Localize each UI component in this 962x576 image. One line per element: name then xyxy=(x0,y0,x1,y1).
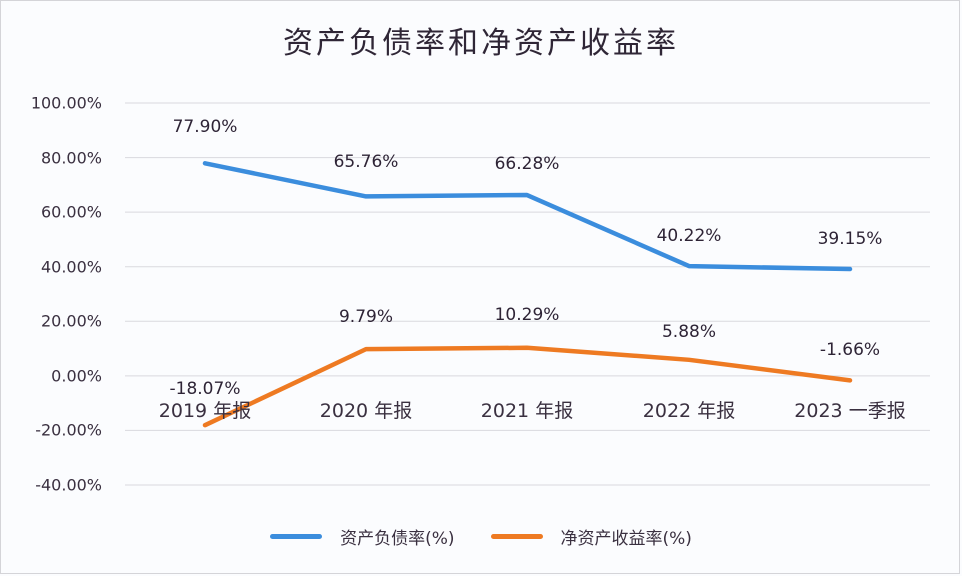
y-tick-label: -40.00% xyxy=(35,475,102,495)
series-line-roe xyxy=(202,345,853,428)
legend-item-roe[interactable]: 净资产收益率(%) xyxy=(490,524,692,549)
y-tick-label: 100.00% xyxy=(30,93,102,113)
data-label: 77.90% xyxy=(172,117,238,138)
chart-title: 资产负债率和净资产收益率 xyxy=(283,26,679,61)
x-tick-label: 2020 年报 xyxy=(319,400,413,422)
data-label: 9.79% xyxy=(338,307,394,328)
x-tick-label: 2021 年报 xyxy=(480,400,574,422)
data-label: 40.22% xyxy=(656,226,722,247)
legend-swatch-blue xyxy=(270,534,323,539)
legend-item-debt-ratio[interactable]: 资产负债率(%) xyxy=(270,524,455,549)
x-tick-label: 2022 年报 xyxy=(642,400,736,422)
data-label: 39.15% xyxy=(817,229,883,250)
data-label: 65.76% xyxy=(333,152,399,173)
data-label: -1.66% xyxy=(819,340,881,361)
y-tick-label: 60.00% xyxy=(40,202,102,222)
y-tick-label: -20.00% xyxy=(35,420,102,440)
series-line-debt-ratio xyxy=(202,161,853,272)
x-tick-label: 2019 年报 xyxy=(158,400,252,422)
data-label: 66.28% xyxy=(494,154,560,174)
data-label: -18.07% xyxy=(169,379,241,399)
y-tick-label: 20.00% xyxy=(40,311,102,331)
legend: 资产负债率(%) 净资产收益率(%) xyxy=(0,524,962,549)
legend-swatch-orange xyxy=(490,534,543,539)
y-tick-label: 80.00% xyxy=(40,148,102,168)
data-label: 5.88% xyxy=(661,321,717,342)
y-tick-label: 0.00% xyxy=(51,366,102,386)
x-tick-label: 2023 一季报 xyxy=(794,400,906,422)
legend-label: 资产负债率(%) xyxy=(340,529,455,549)
y-tick-label: 40.00% xyxy=(40,257,102,277)
legend-label: 净资产收益率(%) xyxy=(560,529,692,549)
data-label: 10.29% xyxy=(494,304,560,325)
